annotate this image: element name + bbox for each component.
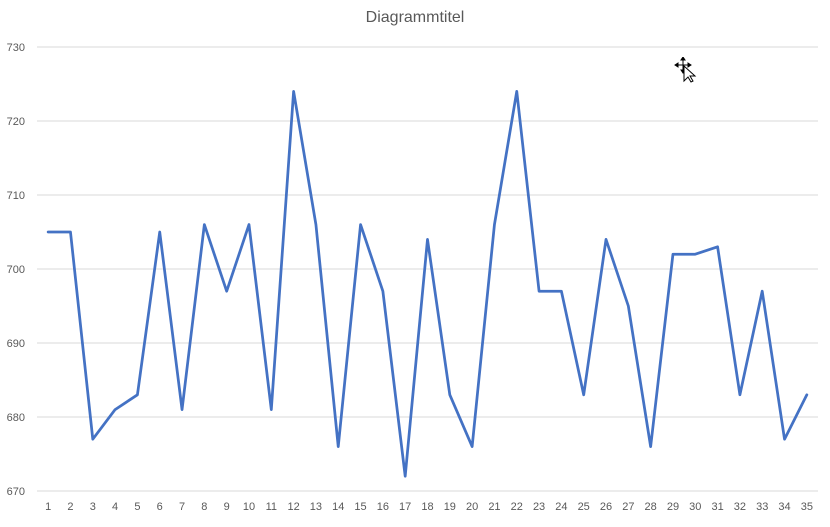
x-tick-label: 24 — [555, 501, 567, 513]
x-tick-label: 19 — [444, 501, 456, 513]
x-tick-label: 3 — [90, 501, 96, 513]
x-tick-label: 22 — [511, 501, 523, 513]
x-tick-label: 6 — [157, 501, 163, 513]
x-tick-label: 31 — [711, 501, 723, 513]
x-tick-label: 27 — [622, 501, 634, 513]
x-tick-label: 32 — [734, 501, 746, 513]
x-tick-label: 2 — [67, 501, 73, 513]
data-point[interactable] — [536, 288, 542, 294]
x-tick-label: 25 — [578, 501, 590, 513]
data-point[interactable] — [425, 236, 431, 242]
x-tick-label: 20 — [466, 501, 478, 513]
x-tick-label: 23 — [533, 501, 545, 513]
data-point[interactable] — [692, 251, 698, 257]
x-tick-label: 18 — [421, 501, 433, 513]
data-point[interactable] — [648, 444, 654, 450]
data-point[interactable] — [514, 88, 520, 94]
x-tick-label: 17 — [399, 501, 411, 513]
data-point[interactable] — [402, 473, 408, 479]
x-tick-label: 35 — [801, 501, 813, 513]
x-tick-label: 4 — [112, 501, 118, 513]
data-point[interactable] — [558, 288, 564, 294]
y-tick-label: 720 — [7, 116, 25, 128]
data-point[interactable] — [804, 392, 810, 398]
data-point[interactable] — [715, 244, 721, 250]
data-point[interactable] — [469, 444, 475, 450]
data-point[interactable] — [603, 236, 609, 242]
chart-title: Diagrammtitel — [365, 9, 465, 26]
x-tick-label: 14 — [332, 501, 344, 513]
data-point[interactable] — [246, 222, 252, 228]
data-point[interactable] — [625, 303, 631, 309]
data-point[interactable] — [447, 392, 453, 398]
data-point[interactable] — [491, 222, 497, 228]
x-tick-label: 12 — [287, 501, 299, 513]
x-tick-label: 34 — [778, 501, 790, 513]
x-tick-label: 9 — [224, 501, 230, 513]
y-tick-label: 680 — [7, 412, 25, 424]
x-tick-label: 15 — [354, 501, 366, 513]
data-point[interactable] — [737, 392, 743, 398]
data-point[interactable] — [90, 436, 96, 442]
data-point[interactable] — [134, 392, 140, 398]
data-point[interactable] — [291, 88, 297, 94]
data-point[interactable] — [268, 407, 274, 413]
y-tick-label: 690 — [7, 338, 25, 350]
x-tick-label: 13 — [310, 501, 322, 513]
data-point[interactable] — [335, 444, 341, 450]
x-tick-label: 8 — [201, 501, 207, 513]
x-tick-label: 26 — [600, 501, 612, 513]
y-tick-label: 730 — [7, 42, 25, 54]
x-tick-label: 21 — [488, 501, 500, 513]
data-point[interactable] — [112, 407, 118, 413]
x-tick-label: 30 — [689, 501, 701, 513]
x-tick-label: 11 — [266, 501, 277, 513]
y-tick-label: 670 — [7, 486, 25, 498]
data-point[interactable] — [179, 407, 185, 413]
data-point[interactable] — [157, 229, 163, 235]
data-point[interactable] — [581, 392, 587, 398]
data-point[interactable] — [782, 436, 788, 442]
y-tick-label: 700 — [7, 264, 25, 276]
x-tick-label: 5 — [134, 501, 140, 513]
x-tick-label: 10 — [243, 501, 255, 513]
data-point[interactable] — [224, 288, 230, 294]
data-point[interactable] — [358, 222, 364, 228]
data-point[interactable] — [67, 229, 73, 235]
x-tick-label: 28 — [645, 501, 657, 513]
data-point[interactable] — [201, 222, 207, 228]
move-cursor-icon — [674, 57, 697, 83]
x-tick-label: 29 — [667, 501, 679, 513]
data-point[interactable] — [759, 288, 765, 294]
x-tick-label: 33 — [756, 501, 768, 513]
data-point[interactable] — [380, 288, 386, 294]
series-line[interactable] — [46, 90, 809, 478]
x-tick-label: 7 — [179, 501, 185, 513]
y-tick-label: 710 — [7, 190, 25, 202]
data-point[interactable] — [670, 251, 676, 257]
x-tick-label: 1 — [45, 501, 51, 513]
data-point[interactable] — [313, 222, 319, 228]
data-point[interactable] — [45, 229, 51, 235]
x-tick-label: 16 — [377, 501, 389, 513]
